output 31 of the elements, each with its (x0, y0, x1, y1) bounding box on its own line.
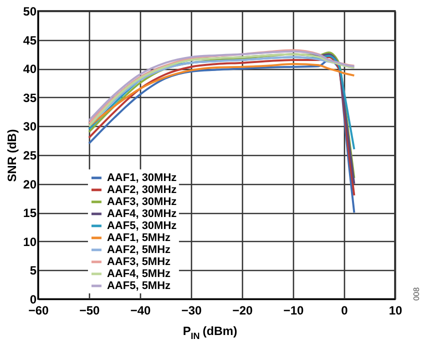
y-tick-label: 45 (23, 33, 37, 48)
y-tick-label: 0 (30, 292, 37, 306)
legend-label: AAF2, 30MHz (106, 184, 178, 196)
y-tick-label: 5 (30, 264, 37, 278)
y-tick-label: 30 (23, 120, 37, 134)
x-tick-label: −40 (130, 304, 151, 318)
y-tick-label: 35 (23, 90, 37, 105)
legend-label: AAF5, 30MHz (106, 220, 178, 232)
y-axis-title: SNR (dB) (5, 129, 20, 182)
x-tick-label: −30 (181, 304, 202, 318)
legend-label: AAF4, 5MHz (106, 268, 172, 280)
legend-label: AAF5, 5MHz (106, 280, 172, 292)
y-tick-label: 15 (23, 206, 37, 220)
legend-label: AAF2, 5MHz (106, 244, 172, 256)
y-tick-label: 10 (23, 234, 37, 249)
y-tick-label: 20 (23, 177, 37, 192)
x-tick-label: −10 (283, 304, 304, 318)
x-tick-label: 0 (341, 304, 348, 318)
y-tick-label: 25 (23, 148, 37, 162)
x-tick-label: 10 (388, 304, 402, 318)
y-tick-label: 50 (23, 4, 37, 18)
y-tick-label: 40 (23, 62, 37, 76)
legend-label: AAF3, 5MHz (106, 256, 172, 268)
legend-label: AAF3, 30MHz (106, 196, 178, 208)
x-tick-label: −50 (79, 304, 100, 318)
legend-label: AAF1, 5MHz (106, 232, 172, 244)
legend-label: AAF1, 30MHz (106, 172, 178, 184)
x-tick-label: −60 (28, 304, 49, 318)
legend-label: AAF4, 30MHz (106, 208, 178, 220)
x-tick-label: −20 (232, 304, 253, 318)
text: 008 (412, 286, 421, 301)
